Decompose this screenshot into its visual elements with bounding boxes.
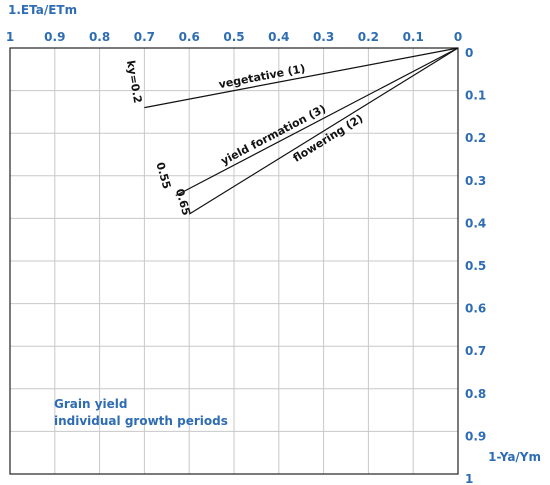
x-tick-label: 0.6 xyxy=(179,30,200,44)
plot-frame xyxy=(9,47,459,475)
x-tick-labels: 1 0.9 0.8 0.7 0.6 0.5 0.4 0.3 0.2 0.1 0 xyxy=(6,30,462,44)
y-tick-label: 0.3 xyxy=(465,174,486,188)
series-lines xyxy=(144,47,459,215)
ky-label: ky=0.2 xyxy=(124,59,144,104)
x-tick-label: 0.5 xyxy=(223,30,244,44)
x-tick-label: 0.1 xyxy=(403,30,424,44)
series-line xyxy=(144,47,459,109)
y-tick-label: 0.6 xyxy=(465,302,486,316)
ky-labels: ky=0.20.550.65 xyxy=(124,59,193,217)
ky-label: 0.65 xyxy=(173,187,193,217)
y-tick-label: 0.4 xyxy=(465,216,486,230)
x-tick-label: 0.4 xyxy=(268,30,289,44)
x-tick-label: 0.9 xyxy=(44,30,65,44)
series-label: vegetative (1) xyxy=(218,62,307,91)
y-tick-label: 0.9 xyxy=(465,429,486,443)
grid xyxy=(10,48,458,474)
y-axis-label: 1-Ya/Ym xyxy=(488,450,541,464)
x-tick-label: 0.7 xyxy=(134,30,155,44)
y-tick-label: 0.1 xyxy=(465,89,486,103)
y-tick-label: 0.5 xyxy=(465,259,486,273)
y-tick-label: 0.8 xyxy=(465,387,486,401)
series-line xyxy=(175,47,459,197)
x-tick-label: 0.3 xyxy=(313,30,334,44)
x-tick-label: 0.2 xyxy=(358,30,379,44)
y-tick-label: 0 xyxy=(465,46,473,60)
x-tick-label: 0 xyxy=(454,30,462,44)
annotation-line-1: Grain yield xyxy=(54,397,127,411)
x-axis-label: 1.ETa/ETm xyxy=(8,3,77,17)
x-tick-label: 0.8 xyxy=(89,30,110,44)
series-label: yield formation (3) xyxy=(219,102,328,168)
y-tick-labels: 0 0.1 0.2 0.3 0.4 0.5 0.6 0.7 0.8 0.9 1 xyxy=(465,46,486,485)
y-tick-label: 0.2 xyxy=(465,131,486,145)
annotation-line-2: individual growth periods xyxy=(54,414,228,428)
x-tick-label: 1 xyxy=(6,30,14,44)
series-line xyxy=(188,47,459,215)
series-labels: vegetative (1)yield formation (3)floweri… xyxy=(218,62,366,168)
y-tick-label: 0.7 xyxy=(465,344,486,358)
y-tick-label: 1 xyxy=(465,472,473,485)
